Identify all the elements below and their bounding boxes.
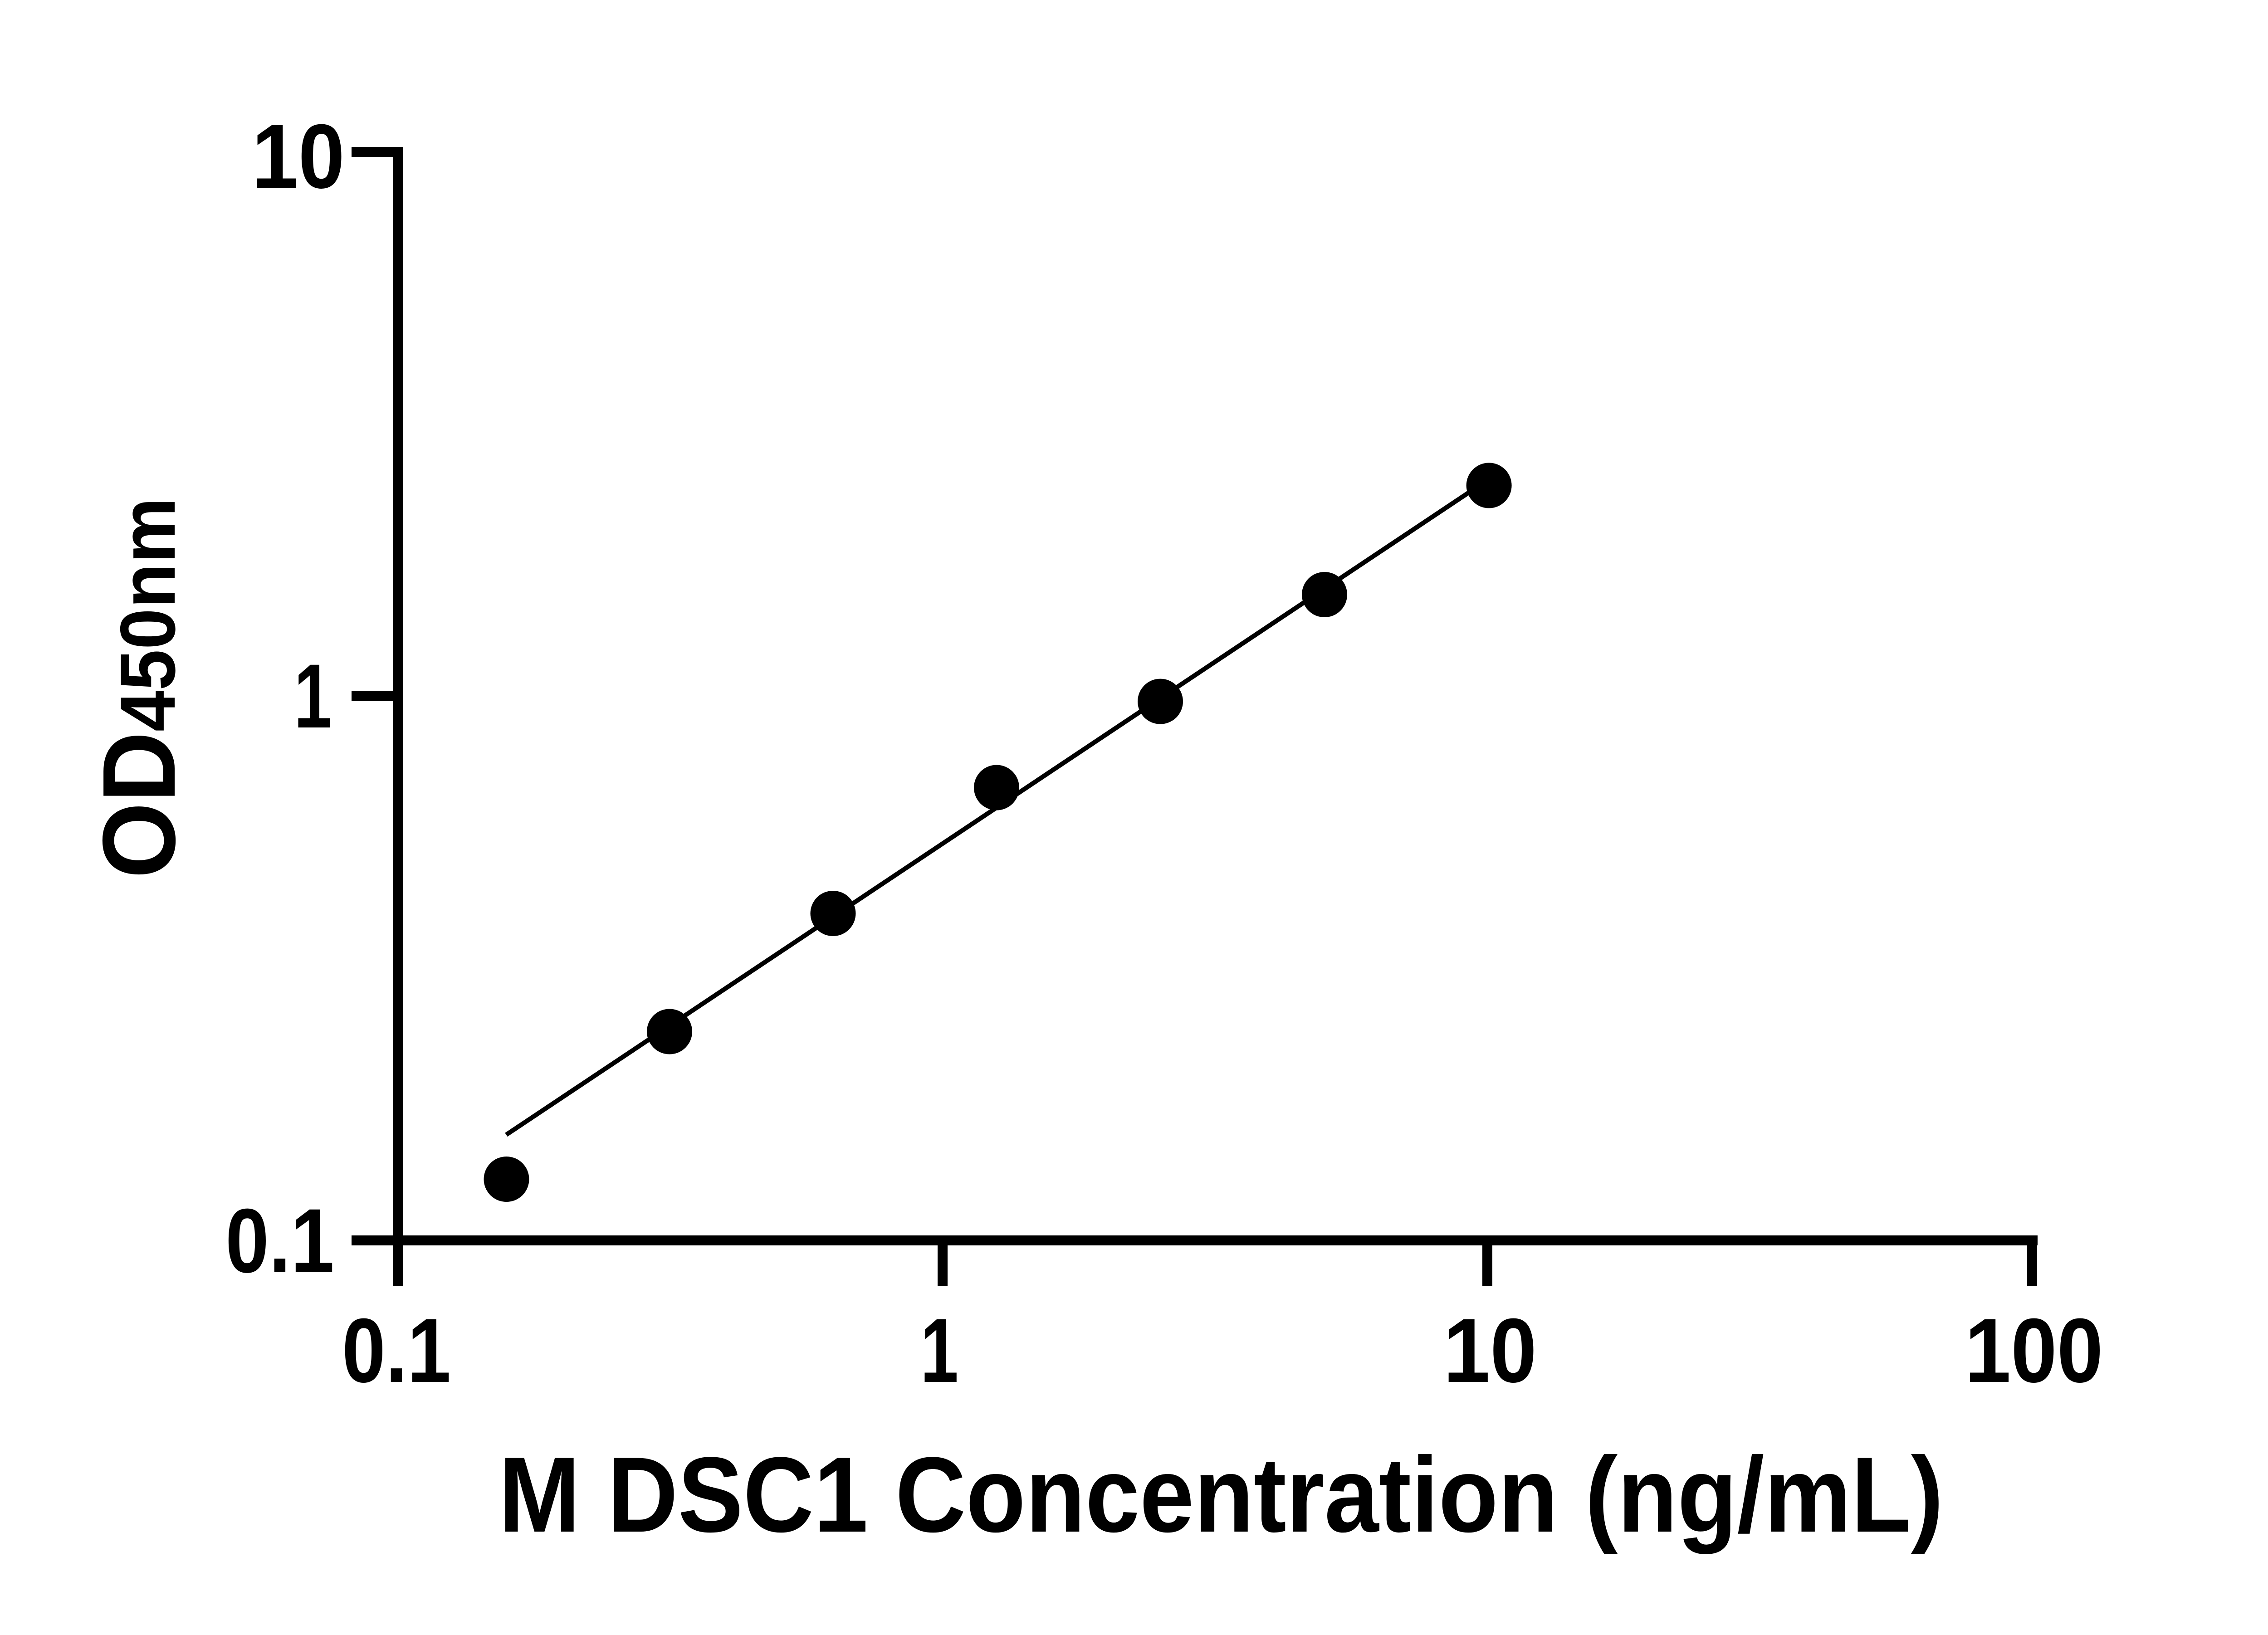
svg-text:1: 1 bbox=[294, 645, 332, 747]
svg-text:10: 10 bbox=[1443, 1299, 1537, 1401]
svg-text:0.1: 0.1 bbox=[342, 1299, 451, 1401]
svg-text:M DSC1 Concentration (ng/mL): M DSC1 Concentration (ng/mL) bbox=[499, 1435, 1944, 1555]
svg-text:100: 100 bbox=[1965, 1299, 2103, 1401]
svg-text:1: 1 bbox=[920, 1299, 958, 1401]
svg-text:0.1: 0.1 bbox=[225, 1190, 334, 1292]
svg-text:OD450nm: OD450nm bbox=[82, 498, 197, 879]
svg-text:10: 10 bbox=[252, 105, 345, 207]
